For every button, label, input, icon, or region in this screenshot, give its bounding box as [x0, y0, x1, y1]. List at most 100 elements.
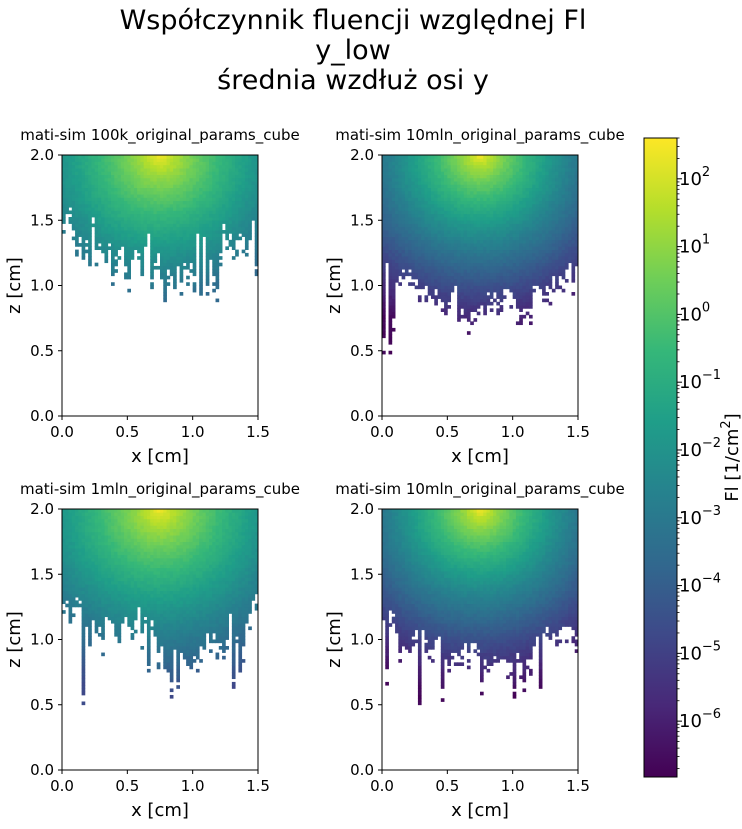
heatmap-cell — [502, 216, 507, 221]
heatmap-cell — [404, 161, 409, 166]
heatmap-cell — [173, 181, 177, 185]
heatmap-cell — [466, 308, 471, 312]
heatmap-cell — [153, 230, 158, 234]
heatmap-cell — [551, 256, 556, 260]
heatmap-cell — [202, 223, 207, 228]
heatmap-cell — [499, 200, 504, 205]
heatmap-cell — [209, 230, 213, 234]
heatmap-cell — [235, 171, 239, 175]
heatmap-cell — [568, 190, 572, 195]
heatmap-cell — [84, 593, 89, 598]
heatmap-cell — [78, 577, 82, 582]
heatmap-cell — [463, 155, 468, 159]
heatmap-cell — [202, 213, 207, 218]
heatmap-cell — [512, 226, 517, 231]
heatmap-cell — [545, 161, 549, 166]
heatmap-cell — [160, 233, 164, 237]
heatmap-cell — [156, 220, 161, 224]
heatmap-cell — [163, 233, 167, 237]
heatmap-cell — [480, 190, 484, 195]
heatmap-cell — [447, 177, 451, 182]
heatmap-cell — [81, 613, 86, 618]
heatmap-cell — [382, 181, 386, 185]
heatmap-cell — [81, 662, 86, 666]
heatmap-cell — [444, 220, 448, 224]
heatmap-cell — [395, 184, 399, 189]
y-tick-label: 0.5 — [350, 342, 374, 360]
heatmap-cell — [401, 155, 406, 159]
heatmap-cell — [421, 187, 425, 192]
heatmap-cell — [483, 249, 487, 254]
heatmap-cell — [241, 249, 246, 254]
heatmap-cell — [470, 321, 474, 326]
heatmap-cell — [437, 223, 442, 228]
heatmap-cell — [391, 243, 396, 247]
heatmap-cell — [179, 155, 184, 159]
heatmap-cell — [231, 171, 236, 175]
heatmap-cell — [120, 187, 125, 192]
heatmap-cell — [127, 272, 131, 277]
heatmap-cell — [75, 512, 79, 516]
heatmap-cell — [414, 256, 419, 260]
heatmap-cell — [398, 216, 402, 221]
heatmap-cell — [150, 226, 154, 231]
heatmap-cell — [68, 522, 73, 526]
heatmap-cell — [189, 239, 194, 244]
heatmap-cell — [519, 308, 523, 312]
heatmap-cell — [473, 174, 478, 179]
heatmap-cell — [111, 249, 115, 254]
heatmap-cell — [176, 220, 180, 224]
heatmap-cell — [68, 158, 73, 162]
heatmap-cell — [65, 531, 69, 536]
heatmap-cell — [75, 567, 79, 572]
heatmap-cell — [75, 158, 79, 162]
heatmap-cell — [404, 230, 409, 234]
heatmap-cell — [68, 613, 73, 618]
heatmap-cell — [473, 184, 478, 189]
heatmap-cell — [385, 239, 389, 244]
heatmap-cell — [555, 223, 559, 228]
heatmap-cell — [218, 203, 223, 208]
heatmap-cell — [444, 223, 448, 228]
heatmap-cell — [496, 282, 500, 286]
heatmap-cell — [538, 187, 543, 192]
heatmap-cell — [525, 213, 530, 218]
heatmap-cell — [463, 174, 468, 179]
heatmap-cell — [382, 246, 386, 251]
heatmap-cell — [199, 269, 203, 273]
heatmap-cell — [182, 177, 187, 182]
heatmap-cell — [408, 223, 412, 228]
heatmap-cell — [75, 220, 79, 224]
heatmap-cell — [466, 278, 471, 283]
heatmap-cell — [414, 272, 419, 277]
heatmap-cell — [62, 230, 66, 234]
heatmap-cell — [493, 164, 497, 169]
heatmap-cell — [199, 190, 203, 195]
heatmap-cell — [137, 171, 141, 175]
heatmap-cell — [437, 252, 442, 257]
heatmap-cell — [127, 262, 131, 267]
heatmap-cell — [127, 239, 131, 244]
heatmap-cell — [238, 236, 243, 241]
heatmap-cell — [542, 220, 546, 224]
heatmap-cell — [97, 197, 102, 202]
heatmap-cell — [401, 256, 406, 260]
heatmap-cell — [238, 203, 243, 208]
heatmap-cell — [107, 164, 112, 169]
heatmap-cell — [483, 164, 487, 169]
heatmap-cell — [525, 288, 530, 293]
heatmap-cell — [150, 164, 154, 169]
heatmap-cell — [401, 265, 406, 270]
heatmap-cell — [137, 177, 141, 182]
heatmap-cell — [97, 619, 102, 624]
heatmap-cell — [231, 236, 236, 241]
heatmap-cell — [427, 226, 432, 231]
heatmap-cell — [545, 184, 549, 189]
heatmap-cell — [231, 161, 236, 166]
heatmap-cell — [231, 187, 236, 192]
heatmap-cell — [88, 564, 92, 569]
heatmap-cell — [391, 164, 396, 169]
heatmap-cell — [62, 538, 66, 543]
heatmap-cell — [212, 164, 216, 169]
heatmap-cell — [470, 269, 474, 273]
